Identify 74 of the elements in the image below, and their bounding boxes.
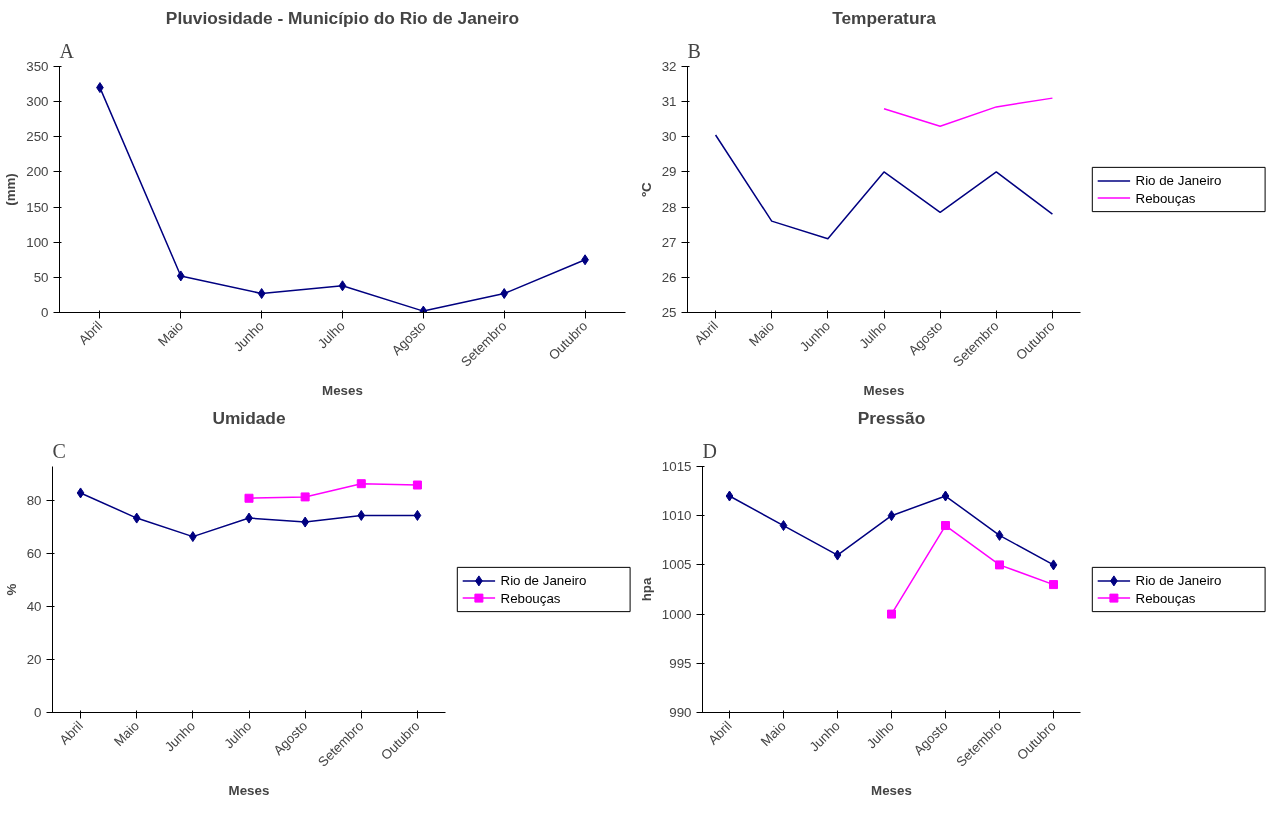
line-series xyxy=(883,97,1054,127)
point xyxy=(300,492,310,502)
y-axis-title: % xyxy=(3,583,19,596)
y-tick-label: 20 xyxy=(26,652,42,668)
y-tick-label: 1015 xyxy=(661,459,692,474)
y-tick-label: 0 xyxy=(41,305,49,320)
y-tick-label: 0 xyxy=(34,705,42,720)
point xyxy=(244,493,254,503)
point xyxy=(176,270,185,282)
y-tick-label: 50 xyxy=(33,269,49,285)
line-series xyxy=(714,134,1054,240)
text: A xyxy=(59,39,75,62)
legend-label: Rio de Janeiro xyxy=(1135,573,1222,589)
y-tick-label: 28 xyxy=(661,199,677,215)
y-tick-label: 350 xyxy=(26,59,49,74)
point xyxy=(338,280,347,292)
point xyxy=(833,549,842,561)
point xyxy=(887,510,896,522)
y-tick-label: 60 xyxy=(26,546,42,562)
chart-title: Pluviosidade - Município do Rio de Janeiro xyxy=(165,7,520,28)
legend-label: Rio de Janeiro xyxy=(1135,173,1222,189)
y-axis-title: ºC xyxy=(638,181,654,197)
y-tick-label: 40 xyxy=(26,599,42,615)
y-tick-label: 1010 xyxy=(661,508,692,524)
text: D xyxy=(702,439,717,462)
legend-label: Rebouças xyxy=(500,590,561,606)
point xyxy=(257,288,266,300)
legend-label: Rebouças xyxy=(1135,590,1196,606)
point xyxy=(779,520,788,532)
y-tick-label: 995 xyxy=(669,655,692,671)
x-axis-title: Meses xyxy=(871,782,912,798)
x-axis-title: Meses xyxy=(228,782,270,798)
point xyxy=(132,512,141,524)
point xyxy=(413,509,422,521)
legend-label: Rio de Janeiro xyxy=(500,573,587,589)
y-tick-label: 250 xyxy=(26,129,49,145)
y-tick-label: 25 xyxy=(661,305,677,320)
chart-title: Umidade xyxy=(212,407,286,428)
point xyxy=(887,609,896,619)
point xyxy=(500,288,509,300)
point xyxy=(941,490,950,502)
chart-title: Temperatura xyxy=(832,7,937,28)
point xyxy=(356,479,366,489)
text: C xyxy=(52,439,66,462)
y-tick-label: 30 xyxy=(661,129,677,145)
y-tick-label: 1005 xyxy=(661,557,692,573)
chart-title: Pressão xyxy=(857,407,926,428)
point xyxy=(995,529,1004,541)
point xyxy=(76,487,85,499)
point xyxy=(357,509,366,521)
legend-label: Rebouças xyxy=(1135,190,1196,206)
x-axis-title: Meses xyxy=(863,382,905,398)
y-tick-label: 27 xyxy=(661,234,677,250)
y-tick-label: 150 xyxy=(26,199,49,215)
y-tick-label: 32 xyxy=(661,59,677,74)
point xyxy=(1049,559,1058,571)
point xyxy=(995,560,1004,570)
y-tick-label: 80 xyxy=(26,493,42,509)
point xyxy=(941,521,950,531)
y-tick-label: 1000 xyxy=(661,606,692,622)
point xyxy=(1049,580,1058,590)
y-tick-label: 31 xyxy=(661,94,677,110)
y-tick-label: 990 xyxy=(669,705,692,720)
y-tick-label: 26 xyxy=(661,269,677,285)
point xyxy=(412,480,422,490)
y-tick-label: 200 xyxy=(26,164,49,180)
point xyxy=(725,490,734,502)
x-axis-title: Meses xyxy=(322,382,363,398)
text: B xyxy=(687,39,701,62)
y-tick-label: 29 xyxy=(661,164,677,180)
y-tick-label: 300 xyxy=(26,94,49,110)
y-axis-title: hpa xyxy=(638,577,654,602)
y-axis-title: (mm) xyxy=(3,173,19,206)
y-tick-label: 100 xyxy=(26,234,49,250)
